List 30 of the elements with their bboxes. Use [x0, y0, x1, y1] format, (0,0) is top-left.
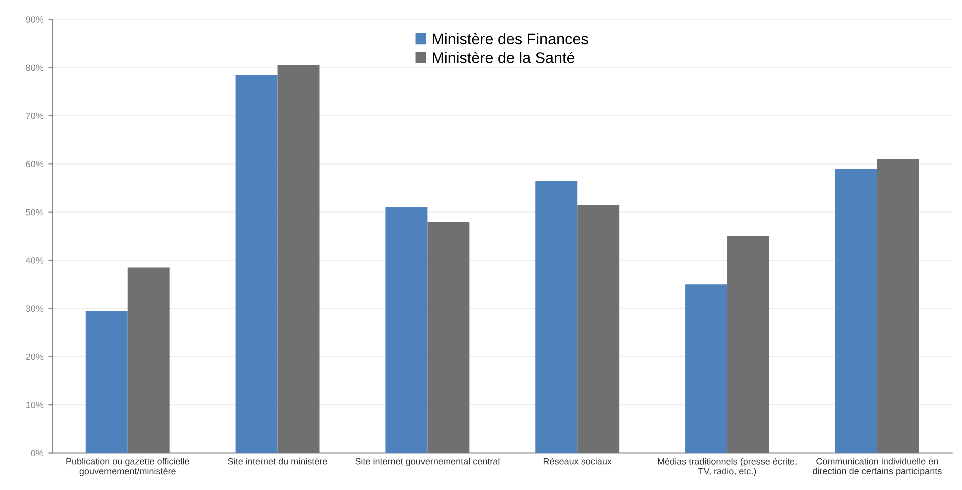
- y-tick-label: 50%: [26, 209, 44, 216]
- y-tick-label: 80%: [26, 64, 44, 72]
- bar: [428, 222, 470, 454]
- x-tick-label: Site internet gouvernemental central: [356, 458, 500, 467]
- x-tick-label: Médias traditionnels (presse écrite, TV, radio, etc.): [658, 458, 797, 476]
- bar: [877, 159, 920, 454]
- bar: [578, 205, 620, 454]
- x-tick-label: Réseaux sociaux: [544, 458, 612, 465]
- y-tick-label: 90%: [26, 16, 44, 23]
- bar: [536, 181, 578, 454]
- bar: [236, 75, 278, 454]
- bar: [386, 208, 428, 454]
- bar: [278, 65, 320, 454]
- y-tick-label: 0%: [31, 450, 44, 457]
- y-tick-label: 60%: [26, 161, 44, 168]
- bar: [686, 284, 728, 454]
- bar: [835, 168, 878, 454]
- legend-label: Ministère des Finances: [432, 33, 588, 45]
- bar: [128, 268, 170, 454]
- x-tick-label: Site internet du ministère: [228, 458, 328, 465]
- y-tick-label: 70%: [26, 112, 44, 120]
- bar: [728, 236, 770, 454]
- y-tick-label: 30%: [26, 306, 44, 312]
- y-tick-label: 40%: [26, 257, 44, 264]
- bar: [86, 311, 128, 454]
- x-tick-label: Communication individuelle en direction de certains participants: [813, 458, 942, 476]
- x-tick-label: Publication ou gazette officielle gouvernement/ministère: [66, 458, 190, 476]
- legend-label: Ministère de la Santé: [432, 52, 575, 64]
- y-tick-label: 10%: [26, 402, 44, 408]
- y-tick-label: 20%: [26, 354, 44, 360]
